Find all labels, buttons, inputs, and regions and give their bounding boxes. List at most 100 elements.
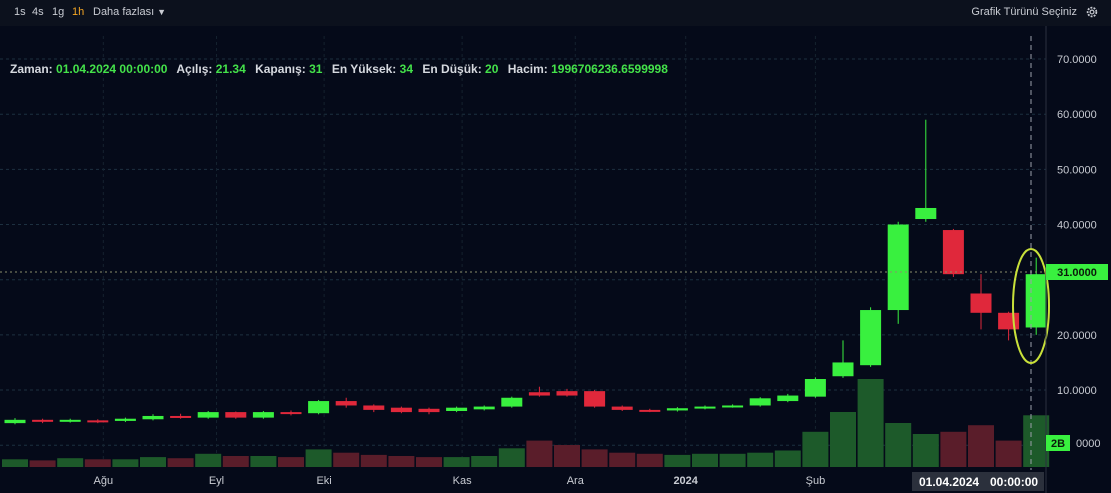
volume-bar (250, 456, 277, 467)
volume-bar (692, 453, 718, 467)
timeframe-1g[interactable]: 1g (52, 6, 65, 18)
candle-body[interactable] (915, 207, 937, 220)
time-tick-label: Eki (316, 475, 331, 487)
candle-body[interactable] (446, 407, 468, 411)
candle-body[interactable] (832, 362, 854, 377)
candle-body[interactable] (32, 419, 54, 422)
candle-body[interactable] (418, 408, 440, 413)
candle-body[interactable] (804, 378, 826, 397)
volume-bar (526, 440, 553, 467)
candle-body[interactable] (363, 405, 385, 410)
candle-body[interactable] (87, 420, 109, 423)
candle-body[interactable] (1025, 274, 1047, 328)
legend-time-label: Zaman: (10, 62, 53, 76)
time-tick-label: Ağu (94, 475, 114, 487)
volume-bar (471, 456, 498, 467)
volume-bars (2, 379, 1050, 467)
candle-body[interactable] (639, 409, 661, 412)
volume-bar (554, 445, 580, 467)
candles (4, 119, 1047, 425)
price-tick-label: 60.0000 (1057, 109, 1097, 121)
volume-bar (747, 452, 774, 467)
volume-badge-label: 2B (1051, 438, 1065, 450)
volume-bar (802, 431, 829, 467)
candle-body[interactable] (390, 407, 412, 413)
legend-close-label: Kapanış: (255, 62, 306, 76)
gear-icon[interactable] (1085, 5, 1099, 19)
candle-body[interactable] (556, 391, 578, 396)
price-axis: 70.0000 60.0000 50.0000 40.0000 31.0000 20.00… (1057, 54, 1100, 450)
timeframe-1h[interactable]: 1h (72, 6, 85, 18)
volume-bar (222, 456, 249, 467)
candle-body[interactable] (998, 312, 1020, 330)
candle-body[interactable] (197, 412, 219, 418)
ohlc-legend: Zaman: 01.04.2024 00:00:00 Açılış: 21.34… (10, 62, 674, 76)
candle-body[interactable] (501, 397, 523, 407)
volume-bar (2, 459, 28, 467)
volume-bar (636, 453, 663, 467)
candle-body[interactable] (473, 406, 495, 410)
volume-bar (664, 454, 691, 467)
legend-close-value: 31 (309, 62, 323, 76)
candle-body[interactable] (611, 406, 633, 410)
candlestick-chart[interactable]: 70.0000 60.0000 50.0000 40.0000 31.0000 20.00… (0, 26, 1111, 493)
chart-type-button[interactable]: Grafik Türünü Seçiniz (971, 6, 1077, 18)
crosshair-date-badge (912, 472, 1044, 491)
volume-bar (443, 457, 470, 467)
volume-bar (167, 458, 194, 467)
candle-body[interactable] (887, 224, 909, 311)
volume-bar (830, 412, 856, 467)
candle-body[interactable] (225, 412, 247, 418)
candle-body[interactable] (666, 408, 688, 411)
candle-body[interactable] (114, 418, 136, 421)
candle-body[interactable] (308, 401, 330, 414)
candle-body[interactable] (584, 391, 606, 407)
time-tick-label: 2024 (673, 475, 698, 487)
timeframe-4s[interactable]: 4s (32, 6, 44, 18)
volume-bar (84, 459, 111, 467)
candle-body[interactable] (749, 398, 771, 406)
candle-body[interactable] (280, 412, 302, 415)
volume-bar (1023, 415, 1050, 467)
candle-body[interactable] (942, 230, 964, 275)
crosshair-date-label: 01.04.2024 (919, 475, 979, 489)
candle-body[interactable] (4, 419, 26, 424)
more-timeframes-dropdown[interactable]: Daha fazlası ▼ (93, 6, 166, 18)
price-tick-label: 50.0000 (1057, 164, 1097, 176)
candle-body[interactable] (694, 406, 716, 409)
candle-body[interactable] (860, 310, 882, 366)
more-timeframes-label: Daha fazlası (93, 6, 155, 18)
legend-volume-label: Hacim: (507, 62, 548, 76)
candle-body[interactable] (335, 401, 357, 406)
candle-body[interactable] (252, 412, 274, 418)
legend-low-value: 20 (485, 62, 499, 76)
time-tick-label: Ara (567, 475, 585, 487)
time-tick-label: Eyl (209, 475, 224, 487)
candle-body[interactable] (142, 415, 164, 420)
highlight-ellipse (1012, 248, 1050, 364)
crosshair-time-label: 00:00:00 (990, 475, 1038, 489)
volume-bar (140, 457, 166, 467)
candle-body[interactable] (970, 293, 992, 313)
price-tick-label: 40.0000 (1057, 220, 1097, 232)
candle-body[interactable] (528, 392, 550, 396)
volume-bar (719, 453, 746, 467)
volume-bar (388, 456, 415, 467)
legend-open-value: 21.34 (215, 62, 246, 76)
volume-badge (1046, 435, 1070, 451)
legend-high-value: 34 (399, 62, 414, 76)
volume-bar (774, 450, 801, 467)
candle-body[interactable] (59, 419, 81, 422)
timeframe-1s[interactable]: 1s (14, 6, 26, 18)
candle-body[interactable] (170, 415, 192, 418)
volume-bar (195, 453, 222, 467)
volume-bar (29, 460, 56, 467)
candle-body[interactable] (722, 405, 744, 408)
legend-time-value: 01.04.2024 00:00:00 (56, 62, 168, 76)
time-tick-label: Şub (806, 475, 826, 487)
candle-body[interactable] (777, 395, 799, 402)
price-tick-label: 0000 (1076, 438, 1100, 450)
chart-area[interactable]: 70.0000 60.0000 50.0000 40.0000 31.0000 20.00… (0, 26, 1111, 493)
toolbar: 1s 4s 1g 1h Daha fazlası ▼ Grafik Türünü … (0, 0, 1111, 26)
price-tick-label: 10.0000 (1057, 385, 1097, 397)
